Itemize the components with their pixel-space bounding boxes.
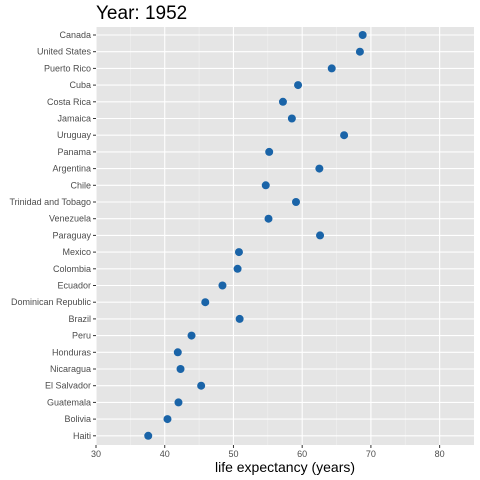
- y-tick-label: Chile: [70, 180, 91, 190]
- y-tick-label: Peru: [72, 331, 91, 341]
- data-point: [261, 181, 270, 190]
- y-tick-label: Uruguay: [57, 130, 92, 140]
- data-point: [278, 97, 287, 106]
- data-point: [197, 381, 206, 390]
- axis-layer: 30 40 50 60 70 80 Canada United States Puerto Ri…: [9, 30, 444, 459]
- x-axis-title: life expectancy (years): [215, 459, 355, 475]
- y-tick-label: Venezuela: [49, 214, 91, 224]
- grid-layer: [95, 27, 474, 445]
- data-point: [355, 47, 364, 56]
- data-point: [327, 64, 336, 73]
- chart-title: Year: 1952: [96, 3, 187, 24]
- y-tick-label: Bolivia: [64, 414, 91, 424]
- y-tick-label: Nicaragua: [50, 364, 91, 374]
- data-point: [163, 415, 172, 424]
- y-tick-label: Panama: [57, 147, 91, 157]
- data-point: [291, 198, 300, 206]
- data-point: [174, 398, 183, 407]
- y-tick-label: Honduras: [52, 347, 92, 357]
- data-point: [218, 281, 227, 290]
- data-point: [176, 365, 185, 373]
- data-point: [173, 348, 182, 357]
- data-point: [233, 264, 242, 273]
- data-point: [201, 298, 210, 307]
- y-tick-label: Puerto Rico: [44, 63, 91, 73]
- data-point: [358, 31, 367, 39]
- y-tick-label: Jamaica: [57, 114, 91, 124]
- data-point: [265, 147, 274, 156]
- y-tick-label: Haiti: [73, 431, 91, 441]
- y-tick-label: Costa Rica: [47, 97, 91, 107]
- y-tick-label: Mexico: [62, 247, 91, 257]
- y-tick-label: Trinidad and Tobago: [9, 197, 91, 207]
- data-point: [287, 114, 296, 123]
- x-tick-label: 30: [91, 449, 101, 459]
- y-tick-label: Ecuador: [57, 281, 91, 291]
- y-tick-label: El Salvador: [45, 381, 91, 391]
- y-tick-label: Paraguay: [52, 230, 91, 240]
- x-tick-label: 50: [228, 449, 238, 459]
- x-tick-label: 60: [297, 449, 307, 459]
- plot-panel: [96, 27, 474, 445]
- data-point: [144, 431, 153, 440]
- data-point: [316, 231, 325, 240]
- data-point: [187, 331, 196, 340]
- points-layer: [144, 31, 367, 440]
- data-point: [234, 248, 243, 257]
- data-point: [294, 81, 303, 90]
- y-tick-label: Canada: [59, 30, 91, 40]
- x-tick-label: 80: [435, 449, 445, 459]
- y-tick-label: Guatemala: [47, 397, 91, 407]
- y-tick-label: Colombia: [53, 264, 91, 274]
- data-point: [235, 314, 244, 323]
- x-tick-label: 70: [366, 449, 376, 459]
- y-tick-label: Brazil: [68, 314, 91, 324]
- data-point: [264, 214, 273, 223]
- y-tick-label: Argentina: [52, 164, 91, 174]
- y-tick-label: Dominican Republic: [11, 297, 92, 307]
- data-point: [315, 164, 324, 173]
- x-tick-label: 40: [160, 449, 170, 459]
- y-tick-label: United States: [37, 47, 92, 57]
- y-tick-label: Cuba: [69, 80, 91, 90]
- data-point: [340, 131, 349, 140]
